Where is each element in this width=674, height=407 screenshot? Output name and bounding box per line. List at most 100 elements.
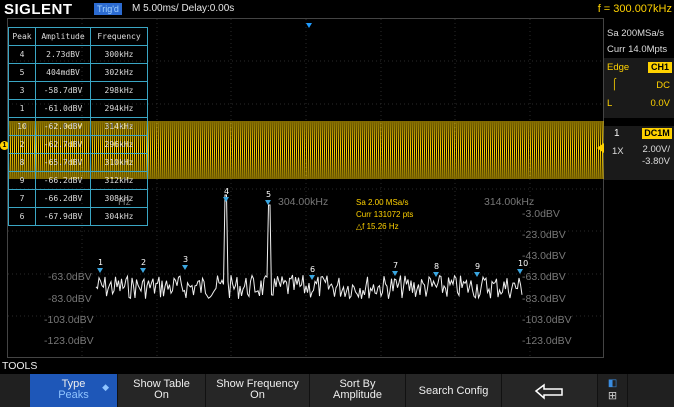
- softkey-value: Peaks: [58, 389, 89, 401]
- table-row: 4 2.73dBV 300kHz: [8, 45, 148, 64]
- lan-icon: ⊞: [607, 390, 618, 402]
- peak-amplitude: -65.7dBV: [35, 153, 91, 172]
- peak-number: 1: [8, 99, 36, 118]
- trigger-source-badge: CH1: [648, 62, 672, 73]
- memory-depth: Curr 14.0Mpts: [607, 44, 668, 55]
- trigger-type: Edge: [607, 62, 630, 73]
- peak-table-header: Peak Amplitude Frequency: [8, 27, 148, 46]
- peak-amplitude: 404mdBV: [35, 63, 91, 82]
- show-table-softkey[interactable]: Show Table On: [118, 374, 206, 407]
- softkey-bar: Type Peaks ◆ Show Table On Show Frequenc…: [0, 374, 674, 407]
- menu-title: TOOLS: [2, 360, 38, 372]
- softkey-label: Show Frequency: [216, 378, 299, 390]
- network-status: ◧ ⊞: [598, 374, 628, 407]
- peak-marker: [182, 265, 188, 270]
- table-row: 2 -62.7dBV 296kHz: [8, 135, 148, 154]
- trigger-level: 0.0V: [650, 98, 670, 109]
- peak-marker: [474, 272, 480, 277]
- peak-amplitude: 2.73dBV: [35, 45, 91, 64]
- trigger-position-marker: [306, 23, 312, 28]
- timebase-readout[interactable]: M 5.00ms/ Delay:0.00s: [132, 3, 235, 14]
- return-arrow-icon: [534, 383, 563, 400]
- table-row: 1 -61.0dBV 294kHz: [8, 99, 148, 118]
- peak-marker: [392, 271, 398, 276]
- peak-frequency: 308kHz: [90, 189, 148, 208]
- peak-marker-label: 10: [518, 259, 528, 268]
- peak-marker: [309, 275, 315, 280]
- softkey-value: Amplitude: [333, 389, 382, 401]
- peak-frequency: 298kHz: [90, 81, 148, 100]
- db-label-left: -83.0dBV: [48, 293, 92, 305]
- table-row: 6 -67.9dBV 304kHz: [8, 207, 148, 226]
- peak-frequency: 310kHz: [90, 153, 148, 172]
- peak-marker: [140, 268, 146, 273]
- fft-points: Curr 131072 pts: [356, 210, 414, 219]
- peak-amplitude: -61.0dBV: [35, 99, 91, 118]
- peak-number: 2: [8, 135, 36, 154]
- peak-marker-label: 3: [183, 255, 188, 264]
- softkey-value: On: [250, 389, 265, 401]
- freq-label-center: 304.00kHz: [278, 196, 329, 208]
- db-label: -83.0dBV: [522, 293, 566, 305]
- volts-per-div: 2.00V/: [642, 144, 670, 155]
- show-frequency-softkey[interactable]: Show Frequency On: [206, 374, 310, 407]
- peak-number: 9: [8, 171, 36, 190]
- table-row: 9 -66.2dBV 312kHz: [8, 171, 148, 190]
- table-row: 10 -62.0dBV 314kHz: [8, 117, 148, 136]
- trigger-panel[interactable]: Edge CH1 ⌠ DC L 0.0V: [604, 58, 674, 118]
- sort-by-softkey[interactable]: Sort By Amplitude: [310, 374, 406, 407]
- ch1-panel[interactable]: 1 DC1M 1X 2.00V/ -3.80V: [604, 126, 674, 180]
- softkey-label: Sort By: [339, 378, 376, 390]
- ch1-ground-marker[interactable]: 1: [0, 141, 9, 150]
- brand-logo: SIGLENT: [4, 1, 73, 18]
- softkey-label: Type: [61, 378, 86, 390]
- table-row: 7 -66.2dBV 308kHz: [8, 189, 148, 208]
- table-row: 3 -58.7dBV 298kHz: [8, 81, 148, 100]
- network-icon: ◧: [607, 378, 618, 389]
- peak-number: 10: [8, 117, 36, 136]
- peak-marker-label: 8: [434, 262, 439, 271]
- peak-marker: [517, 269, 523, 274]
- trigger-level-marker[interactable]: [597, 143, 604, 153]
- peak-amplitude: -62.7dBV: [35, 135, 91, 154]
- db-label-left: -63.0dBV: [48, 271, 92, 283]
- db-label-left: -103.0dBV: [44, 314, 94, 326]
- frequency-counter: f = 300.007kHz: [597, 3, 672, 15]
- fft-resolution: △f 15.26 Hz: [356, 222, 399, 231]
- softkey-value: On: [154, 389, 169, 401]
- return-softkey[interactable]: [502, 374, 598, 407]
- status-bar: SIGLENT Trig'd M 5.00ms/ Delay:0.00s f =…: [0, 0, 674, 18]
- right-info-panel: Sa 200MSa/s Curr 14.0Mpts Edge CH1 ⌠ DC …: [604, 18, 674, 358]
- peak-amplitude: -66.2dBV: [35, 189, 91, 208]
- softkey-label: Show Table: [133, 378, 190, 390]
- peak-number: 4: [8, 45, 36, 64]
- peak-marker-label: 4: [224, 187, 229, 196]
- peak-number: 3: [8, 81, 36, 100]
- peak-amplitude: -62.0dBV: [35, 117, 91, 136]
- peak-marker: [97, 268, 103, 273]
- table-row: 8 -65.7dBV 310kHz: [8, 153, 148, 172]
- freq-label-right: 314.00kHz: [484, 196, 535, 208]
- db-label: -103.0dBV: [522, 314, 572, 326]
- trigger-status-badge: Trig'd: [94, 3, 122, 15]
- peak-number: 8: [8, 153, 36, 172]
- peak-amplitude: -58.7dBV: [35, 81, 91, 100]
- probe-ratio: 1X: [612, 146, 624, 157]
- fft-measurement-info: Sa 2.00 MSa/s Curr 131072 pts △f 15.26 H…: [356, 197, 413, 233]
- peak-frequency: 302kHz: [90, 63, 148, 82]
- peak-frequency: 304kHz: [90, 207, 148, 226]
- fft-sample-rate: Sa 2.00 MSa/s: [356, 198, 409, 207]
- peak-marker-label: 7: [393, 261, 398, 270]
- peak-amplitude: -67.9dBV: [35, 207, 91, 226]
- search-config-softkey[interactable]: Search Config: [406, 374, 502, 407]
- channel-number: 1: [614, 128, 620, 139]
- rotary-knob-icon: ◆: [102, 382, 109, 392]
- peak-number: 6: [8, 207, 36, 226]
- db-label: -3.0dBV: [522, 208, 560, 220]
- softkey-label: Search Config: [418, 385, 489, 397]
- type-softkey[interactable]: Type Peaks ◆: [30, 374, 118, 407]
- peak-marker-label: 5: [266, 190, 271, 199]
- peak-marker: [433, 272, 439, 277]
- db-label: -63.0dBV: [522, 271, 566, 283]
